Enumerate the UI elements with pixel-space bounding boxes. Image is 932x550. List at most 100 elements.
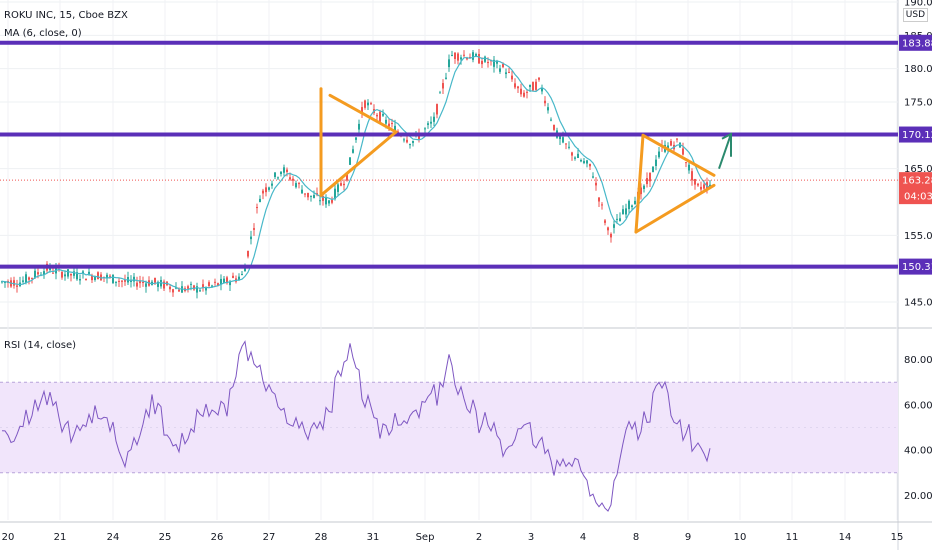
triangle-2-top[interactable] [641, 133, 716, 177]
candle-body [595, 182, 597, 186]
candle-body [688, 164, 690, 171]
rsi-axis[interactable]: 20.00 40.00 60.00 80.00 [904, 355, 932, 502]
candle-body [289, 177, 291, 180]
breakout-arrow-shaft[interactable] [718, 133, 732, 170]
candle-body [76, 272, 78, 280]
candle-body [436, 104, 438, 115]
candle-body [571, 152, 573, 156]
candle-body [328, 200, 330, 204]
candle-body [493, 59, 495, 67]
candle-body [73, 271, 75, 276]
candle-body [310, 195, 312, 197]
candle-body [592, 176, 594, 178]
candle-body [430, 121, 432, 124]
candle-body [262, 190, 264, 194]
rsi-path [1, 340, 711, 512]
candle-body [232, 275, 234, 278]
symbol-legend[interactable]: ROKU INC, 15, Cboe BZX [4, 10, 128, 21]
triangle-2-bottom[interactable] [634, 183, 716, 234]
triangle-1-bottom[interactable] [319, 130, 398, 197]
candle-body [550, 119, 552, 121]
candle-body [397, 131, 399, 133]
currency-label[interactable]: USD [902, 8, 928, 22]
rsi-tick-label: 40.00 [904, 446, 932, 457]
level-price-tag[interactable] [899, 126, 932, 143]
candle-body [190, 283, 192, 285]
candle-body [499, 68, 501, 72]
triangle-2-left[interactable] [634, 133, 645, 234]
candle-body [136, 282, 138, 287]
triangle-1-top[interactable] [328, 93, 398, 134]
candle-body [694, 179, 696, 185]
candle-body [352, 149, 354, 153]
candle-body [325, 197, 327, 205]
price-axis[interactable]: 145.00150.00155.00165.00170.00175.00180.… [899, 0, 932, 309]
candle-body [187, 286, 189, 289]
candle-body [388, 123, 390, 127]
candle-body [64, 274, 66, 277]
candle-body [481, 60, 483, 65]
time-tick-label: 11 [786, 532, 799, 543]
price-tick-label: 175.00 [904, 98, 932, 109]
price-tick-label: 165.00 [904, 164, 932, 175]
time-tick-label: 24 [107, 532, 120, 543]
candle-body [220, 278, 222, 285]
breakout-arrow-head[interactable] [721, 132, 732, 157]
candle-body [121, 280, 123, 282]
candle-body [385, 119, 387, 124]
candle-body [631, 205, 633, 208]
last-price-tag[interactable] [899, 172, 932, 205]
candle-body [106, 274, 108, 278]
candle-body [517, 86, 519, 89]
support-resistance-levels[interactable] [0, 40, 898, 269]
candle-body [625, 208, 627, 215]
rsi-tick-label: 20.00 [904, 491, 932, 502]
ma-legend[interactable]: MA (6, close, 0) [4, 28, 82, 39]
candle-body [574, 157, 576, 159]
triangle-pattern-drawings[interactable] [319, 87, 732, 234]
candle-body [229, 281, 231, 286]
candle-body [382, 114, 384, 116]
candle-body [427, 123, 429, 125]
candle-body [4, 281, 6, 283]
candle-body [196, 286, 198, 293]
candle-body [607, 227, 609, 231]
candle-body [670, 141, 672, 146]
rsi-legend[interactable]: RSI (14, close) [4, 340, 77, 351]
level-price-tag[interactable] [899, 34, 932, 51]
rsi-tick-label: 60.00 [904, 400, 932, 411]
candle-body [361, 107, 363, 114]
candle-body [61, 271, 63, 278]
candle-body [424, 128, 426, 130]
candle-body [157, 281, 159, 287]
candle-body [241, 274, 243, 276]
candle-body [406, 139, 408, 143]
candle-body [202, 284, 204, 288]
candle-body [31, 277, 33, 279]
candle-body [586, 160, 588, 164]
candle-body [541, 87, 543, 92]
candle-body [535, 81, 537, 90]
candle-body [145, 283, 147, 287]
candle-body [79, 279, 81, 281]
candle-body [100, 274, 102, 281]
candle-body [175, 287, 177, 289]
time-tick-label: 31 [367, 532, 380, 543]
time-tick-label: 2 [476, 532, 482, 543]
level-price-tag[interactable] [899, 258, 932, 275]
candle-body [172, 289, 174, 293]
level-price-label: 150.31 [902, 262, 932, 273]
candle-body [532, 82, 534, 91]
candle-body [433, 116, 435, 122]
time-axis[interactable]: 20 21 24 25 26 27 28 31 Sep 2 3 4 8 9 10 11 14 15 [2, 532, 904, 543]
candle-body [139, 280, 141, 284]
candle-body [67, 269, 69, 277]
candle-body [340, 183, 342, 186]
candle-body [649, 172, 651, 182]
candle-body [337, 184, 339, 192]
candle-body [280, 171, 282, 175]
candle-body [238, 276, 240, 280]
candle-body [589, 163, 591, 167]
candle-body [247, 250, 249, 257]
